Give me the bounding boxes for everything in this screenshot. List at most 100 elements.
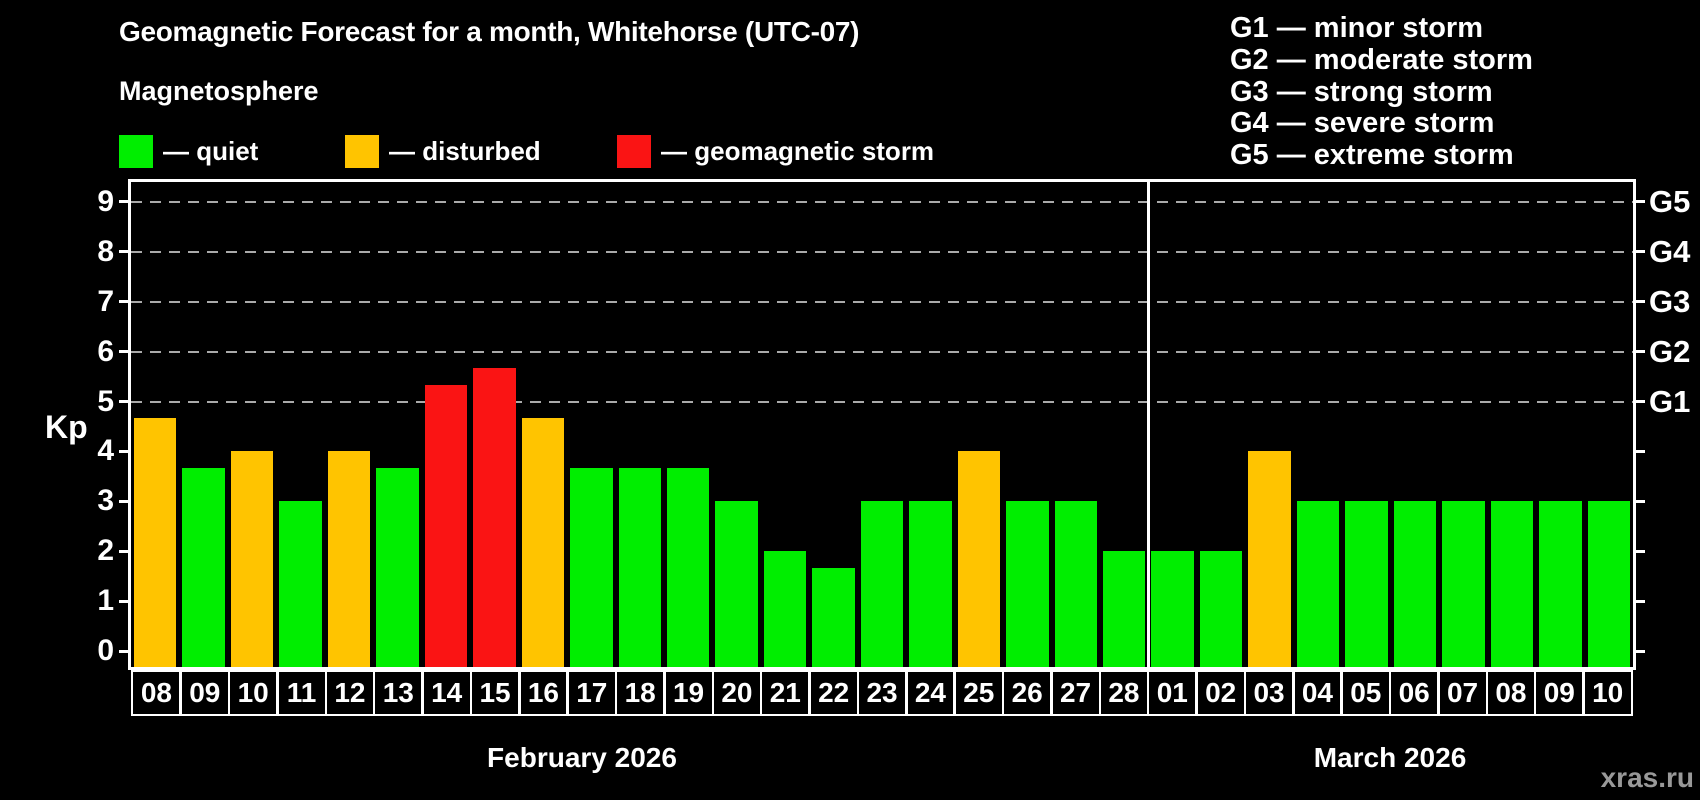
month-label-february: February 2026: [487, 742, 677, 773]
bar-march-09: [1539, 501, 1582, 667]
bar-march-01: [1151, 551, 1194, 667]
bar-february-14: [424, 385, 468, 667]
y-tick-right-3: [1633, 499, 1645, 503]
day-label-february-20: 20: [711, 670, 763, 716]
day-label-march-01: 01: [1146, 670, 1198, 716]
right-axis-label-g3: G3: [1649, 283, 1691, 319]
day-label-february-24: 24: [905, 670, 956, 716]
quiet-swatch: [119, 135, 153, 168]
y-tick-right-5: [1633, 400, 1645, 403]
gridline-kp9: [131, 200, 1633, 203]
y-tick-right-2: [1633, 549, 1645, 553]
gridline-kp7: [131, 300, 1633, 303]
day-label-march-04: 04: [1292, 670, 1343, 716]
page-title: Geomagnetic Forecast for a month, Whiteh…: [119, 16, 860, 47]
y-tick-right-7: [1633, 300, 1645, 304]
y-tick-left-7: [119, 300, 131, 304]
y-tick-left-9: [119, 200, 131, 204]
y-tick-left-2: [119, 549, 131, 553]
y-tick-left-5: [119, 400, 131, 403]
y-tick-left-0: [119, 649, 131, 653]
bar-march-08: [1490, 501, 1534, 667]
day-label-march-05: 05: [1340, 670, 1392, 716]
bar-february-10: [230, 451, 274, 667]
y-tick-label-5: 5: [97, 384, 114, 418]
gridline-kp5: [131, 400, 1633, 403]
y-tick-right-0: [1633, 649, 1645, 653]
bar-february-27: [1054, 501, 1098, 667]
bar-march-02: [1199, 551, 1243, 667]
bar-march-07: [1442, 501, 1485, 667]
day-label-february-26: 26: [1001, 670, 1053, 716]
y-tick-left-4: [119, 449, 131, 453]
y-tick-label-8: 8: [97, 234, 114, 268]
bar-february-16: [521, 417, 565, 667]
y-tick-left-3: [119, 499, 131, 503]
month-divider: [1147, 182, 1150, 667]
y-tick-label-1: 1: [97, 584, 114, 618]
day-label-february-17: 17: [566, 670, 618, 716]
day-label-march-03: 03: [1243, 670, 1295, 716]
g-legend-line-g1: G1 — minor storm: [1230, 12, 1483, 44]
day-label-march-09: 09: [1533, 670, 1585, 716]
day-label-february-23: 23: [856, 670, 908, 716]
right-axis-label-g1: G1: [1649, 383, 1691, 419]
bar-february-11: [279, 501, 322, 667]
day-label-february-08: 08: [131, 670, 182, 716]
bar-february-28: [1103, 551, 1146, 667]
right-axis-label-g2: G2: [1649, 333, 1691, 369]
y-tick-left-1: [119, 599, 131, 603]
right-axis-label-g5: G5: [1649, 183, 1691, 219]
day-label-february-13: 13: [372, 670, 424, 716]
y-tick-left-6: [119, 350, 131, 354]
y-axis-label: Kp: [45, 409, 88, 445]
disturbed-swatch: [345, 135, 379, 168]
storm-swatch: [617, 135, 651, 168]
day-label-february-11: 11: [276, 670, 327, 716]
bar-february-17: [570, 467, 613, 667]
legend-label-storm: — geomagnetic storm: [661, 136, 935, 166]
y-tick-right-8: [1633, 250, 1645, 254]
bar-february-26: [1006, 501, 1049, 667]
bar-february-08: [134, 417, 177, 667]
bar-march-06: [1393, 501, 1437, 667]
g-legend-line-g2: G2 — moderate storm: [1230, 43, 1533, 76]
day-label-february-22: 22: [808, 670, 860, 716]
bar-february-25: [957, 451, 1001, 667]
day-label-february-19: 19: [663, 670, 714, 716]
day-label-march-08: 08: [1485, 670, 1537, 716]
bar-february-18: [618, 467, 661, 667]
day-label-february-27: 27: [1050, 670, 1101, 716]
day-label-march-06: 06: [1388, 670, 1440, 716]
bar-march-04: [1296, 501, 1340, 667]
legend-label-quiet: — quiet: [163, 136, 259, 166]
bar-february-09: [182, 467, 225, 667]
bar-february-21: [763, 551, 807, 667]
y-tick-label-2: 2: [97, 534, 114, 568]
plot-frame: [128, 179, 1636, 670]
month-label-march: March 2026: [1313, 742, 1467, 773]
day-label-february-16: 16: [518, 670, 569, 716]
watermark: xras.ru: [1600, 762, 1694, 793]
day-axis: 08 09 10 11 12 13 14 15 16 17 18 19 20 21 22 23 24 25 26 27…: [131, 670, 1634, 716]
bar-march-05: [1345, 501, 1388, 667]
bar-march-03: [1248, 451, 1291, 667]
legend-label-disturbed: — disturbed: [389, 136, 541, 166]
day-label-february-28: 28: [1098, 670, 1150, 716]
bar-february-23: [860, 501, 904, 667]
y-tick-label-9: 9: [97, 184, 114, 218]
y-tick-right-6: [1633, 350, 1645, 354]
y-tick-label-4: 4: [97, 434, 114, 468]
day-label-february-15: 15: [469, 670, 521, 716]
bar-february-22: [812, 567, 855, 667]
g-legend-line-g4: G4 — severe storm: [1230, 107, 1495, 140]
bar-february-15: [473, 368, 516, 667]
day-label-february-12: 12: [324, 670, 376, 716]
day-label-march-10: 10: [1582, 670, 1634, 716]
gridline-kp8: [131, 250, 1633, 253]
day-label-february-10: 10: [227, 670, 279, 716]
day-label-february-25: 25: [953, 670, 1005, 716]
g-scale-legend: G1 — minor storm G2 — moderate storm G3 …: [1230, 12, 1533, 172]
magnetosphere-subtitle: Magnetosphere: [119, 76, 319, 106]
